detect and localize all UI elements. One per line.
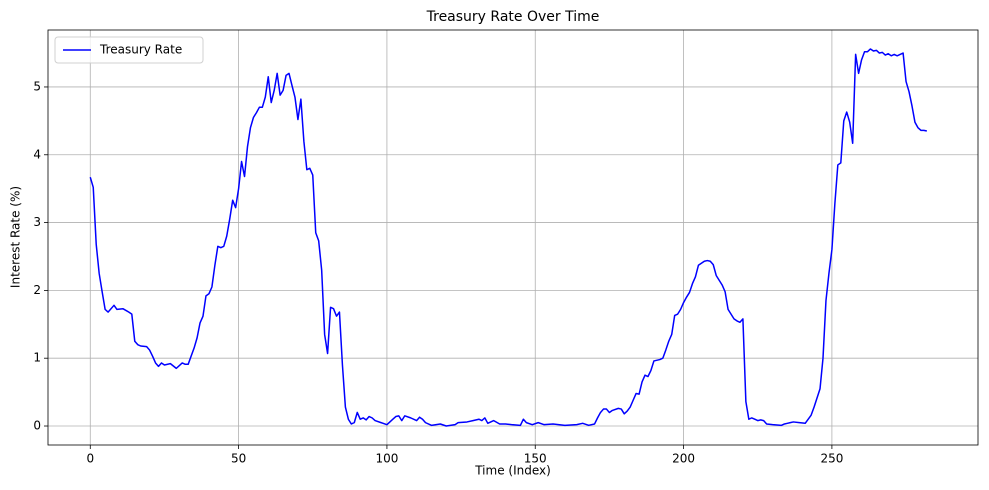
y-tick-label: 0	[33, 419, 41, 433]
data-line	[89, 48, 927, 427]
x-tick-label: 50	[231, 452, 246, 466]
plot-frame	[47, 29, 979, 446]
y-tick-label: 4	[33, 147, 41, 161]
x-axis-label: Time (Index)	[474, 464, 551, 478]
y-axis-label: Interest Rate (%)	[9, 186, 23, 288]
legend-label: Treasury Rate	[99, 43, 182, 57]
y-tick-label: 5	[33, 79, 41, 93]
y-tick-label: 2	[33, 283, 41, 297]
x-tick-label: 200	[672, 452, 695, 466]
y-tick-label: 1	[33, 351, 41, 365]
x-tick-label: 100	[375, 452, 398, 466]
x-tick-label: 0	[86, 452, 94, 466]
legend: Treasury Rate	[54, 36, 204, 64]
x-tick-label: 250	[820, 452, 843, 466]
legend-box	[54, 36, 204, 64]
x-tick-label: 150	[524, 452, 547, 466]
y-tick-label: 3	[33, 215, 41, 229]
chart-title: Treasury Rate Over Time	[426, 9, 600, 25]
